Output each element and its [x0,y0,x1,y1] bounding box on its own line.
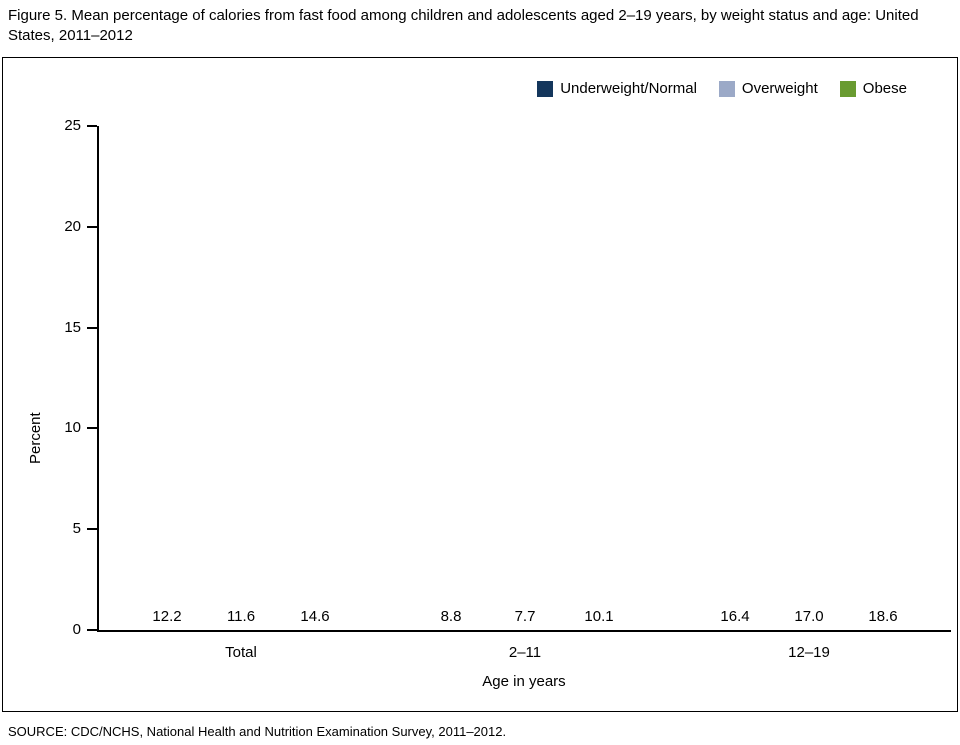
legend-label: Obese [862,80,907,97]
bar-value-label: 11.6 [226,608,256,625]
chart-frame: Underweight/Normal Overweight Obese Percen… [2,57,958,712]
bar-value-label: 10.1 [584,608,614,625]
bar-value-label: 14.6 [300,608,330,625]
y-tick-mark [87,629,97,631]
bar-value-label: 12.2 [152,608,182,625]
y-tick-mark [87,225,97,228]
bar-value-label: 17.0 [794,608,824,625]
y-tick-label: 5 [72,520,81,538]
legend-label: Underweight/Normal [560,80,697,97]
source-note: SOURCE: CDC/NCHS, National Health and Nu… [8,724,507,739]
y-tick-label: 10 [64,419,81,437]
y-tick-label: 0 [72,621,81,638]
legend-swatch [537,80,554,97]
legend-item: Overweight [718,80,818,97]
legend-swatch [839,80,856,97]
legend-label: Overweight [741,80,818,97]
legend-swatch [718,80,735,97]
plot-area: 0 5 10 15 20 25 12.2 11.6 14.6 Total 8.8 7.7 10.1 2–1… [64,117,951,661]
bar-value-label: 18.6 [868,608,898,625]
legend-item: Obese [839,80,907,97]
y-tick-label: 25 [64,117,81,134]
y-tick-mark [87,427,97,430]
y-tick-mark [87,528,97,531]
x-axis-label: Age in years [482,673,566,690]
legend-item: Underweight/Normal [537,80,697,97]
y-tick-mark [87,326,97,329]
y-tick-mark [87,125,97,127]
category-label: Total [225,644,257,661]
bar-value-label: 16.4 [720,608,750,625]
category-label: 2–11 [508,644,542,661]
category-label: 12–19 [788,644,830,661]
bar-value-label: 7.7 [514,608,536,625]
figure-title: Figure 5. Mean percentage of calories fr… [8,7,919,45]
chart-legend: Underweight/Normal Overweight Obese [537,80,907,97]
y-tick-label: 20 [64,217,81,235]
y-tick-label: 15 [64,318,81,336]
bar-value-label: 8.8 [440,608,462,625]
